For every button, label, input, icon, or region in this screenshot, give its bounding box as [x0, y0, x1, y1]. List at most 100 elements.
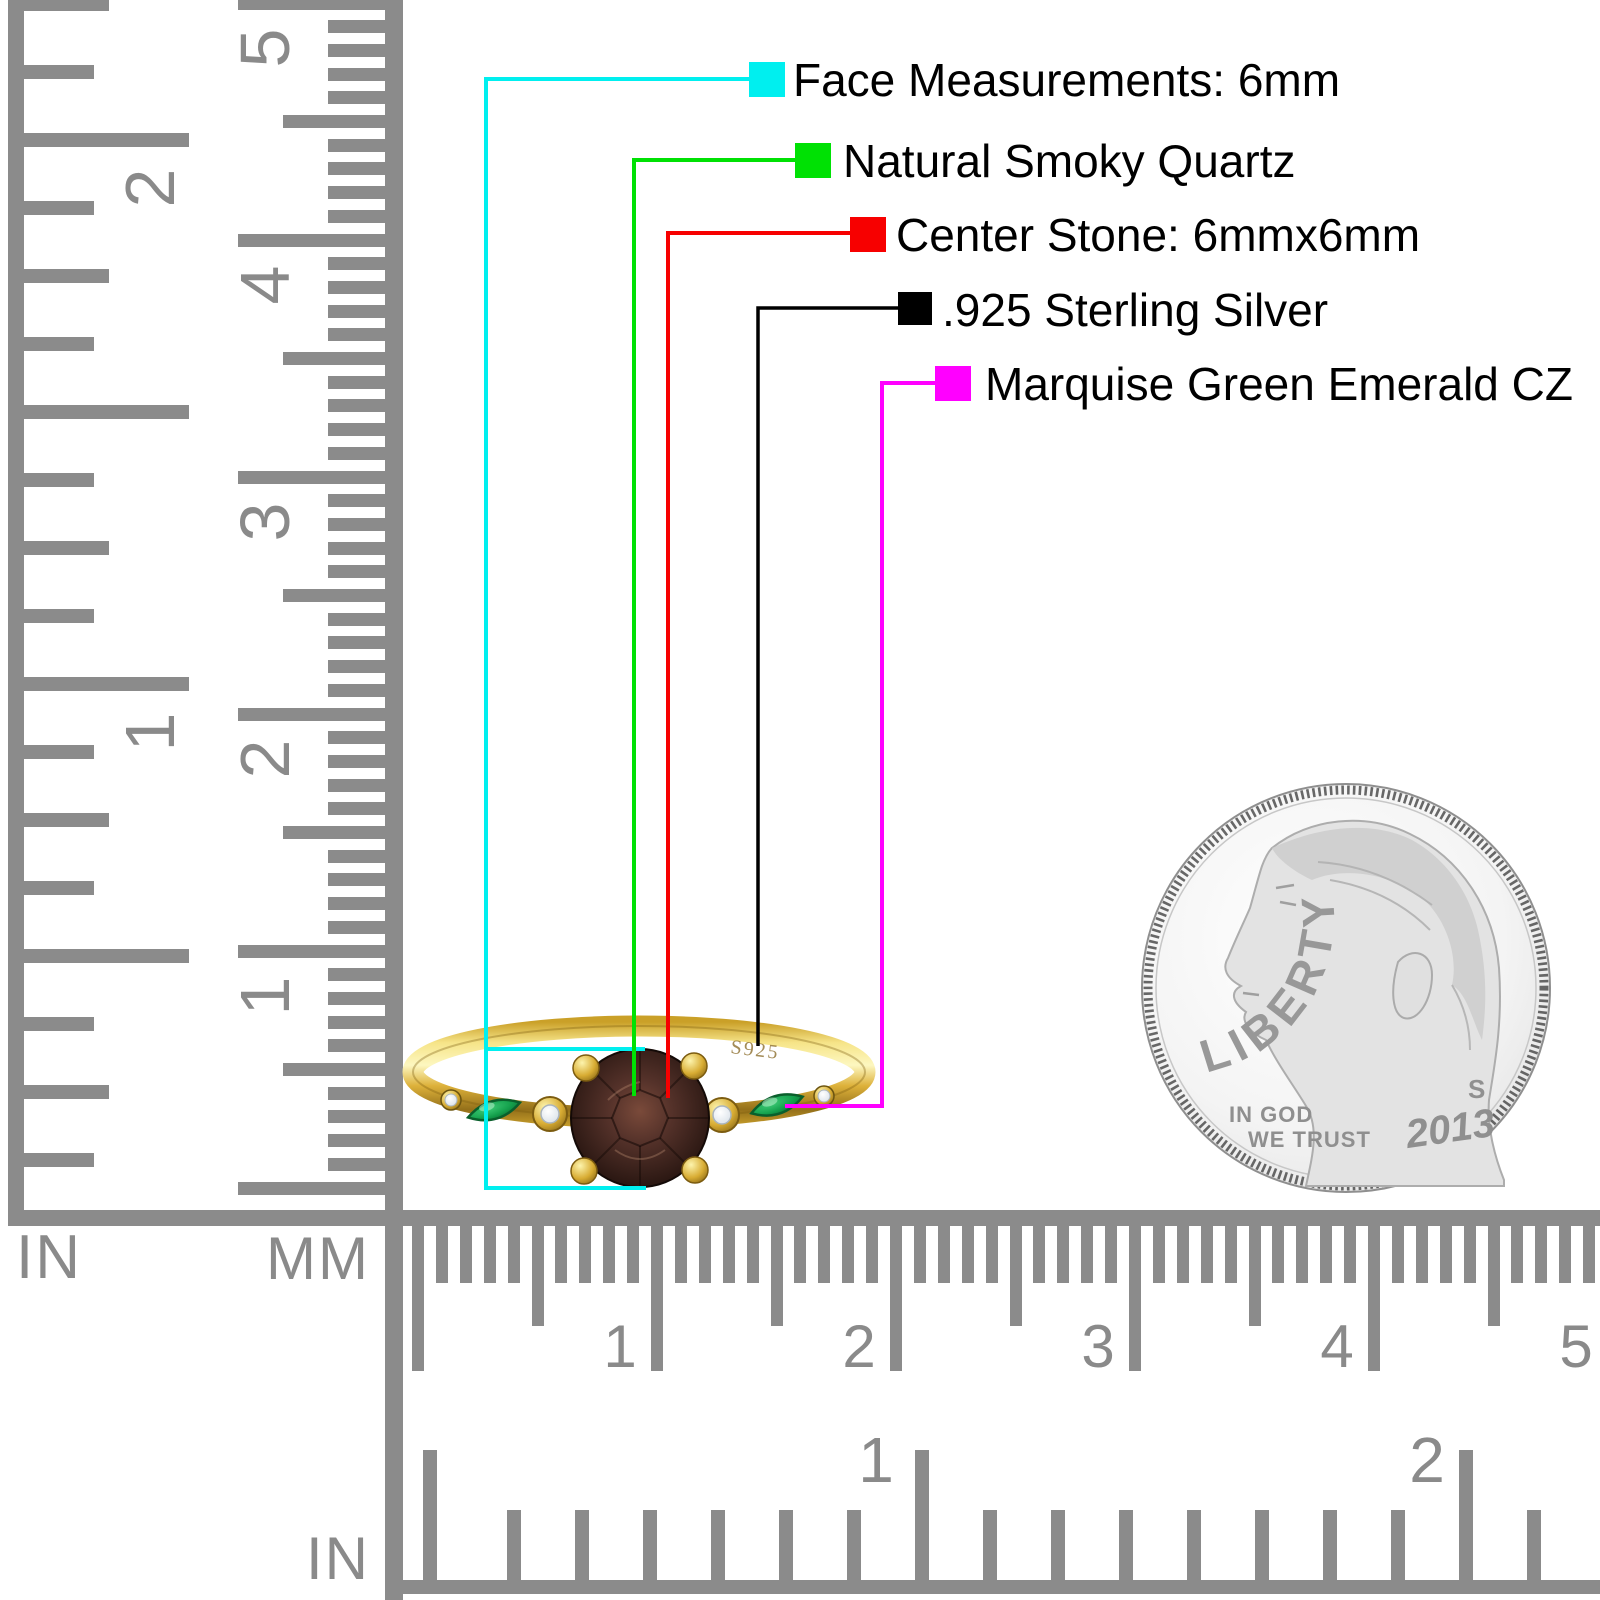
bottom-inch-tick [643, 1510, 657, 1580]
left-inch-ruler-edge [8, 0, 24, 1218]
legend-label-smoky-quartz: Natural Smoky Quartz [843, 135, 1296, 187]
bottom-inch-tick [1527, 1510, 1541, 1580]
bottom-mm-tick [435, 1226, 448, 1283]
bottom-mm-tick [1535, 1226, 1548, 1283]
bottom-mm-tick [770, 1226, 783, 1326]
bottom-mm-tick [1415, 1226, 1428, 1283]
bottom-mm-tick [507, 1226, 520, 1283]
roosevelt-profile [1224, 819, 1505, 1187]
bottom-mm-tick [1391, 1226, 1404, 1283]
coin-reeded-edge [1143, 785, 1549, 1191]
left-mm-tick [328, 754, 385, 768]
left-mm-number: 2 [226, 739, 304, 779]
left-mm-tick [238, 1181, 385, 1195]
left-mm-tick [238, 0, 385, 10]
left-mm-tick [283, 826, 385, 839]
left-inch-number: 1 [111, 712, 189, 752]
left-inch-tick [24, 269, 109, 283]
bottom-inch-tick [711, 1510, 725, 1580]
bottom-mm-tick [722, 1226, 735, 1283]
bottom-mm-tick [1200, 1226, 1213, 1283]
bottom-mm-tick [674, 1226, 687, 1283]
bottom-mm-tick [913, 1226, 926, 1283]
left-mm-tick [328, 565, 385, 579]
left-mm-tick [238, 707, 385, 721]
left-mm-tick [283, 352, 385, 365]
bottom-inch-tick [1391, 1510, 1405, 1580]
prong-top-right [680, 1052, 708, 1080]
bottom-mm-number: 2 [842, 1312, 876, 1380]
bottom-mm-number: 4 [1320, 1312, 1354, 1380]
legend-square-green [795, 143, 831, 178]
bottom-mm-tick [1487, 1226, 1500, 1326]
bottom-mm-tick [651, 1226, 663, 1371]
bottom-mm-tick [1248, 1226, 1261, 1326]
bottom-inch-tick [983, 1510, 997, 1580]
left-mm-number: 5 [226, 28, 304, 68]
left-mm-tick [238, 233, 385, 247]
bottom-mm-tick [531, 1226, 544, 1326]
bottom-inch-tick [1187, 1510, 1201, 1580]
left-mm-tick [238, 470, 385, 484]
horizontal-ruler-top-bar [8, 1210, 1600, 1226]
bottom-inch-tick [1459, 1450, 1473, 1580]
unit-label-inch-vertical: IN [16, 1223, 82, 1292]
left-mm-tick [328, 399, 385, 413]
bottom-inch-tick [1323, 1510, 1337, 1580]
coin-motto-line1: IN GOD [1229, 1102, 1313, 1127]
left-mm-tick [328, 1039, 385, 1053]
left-mm-tick [328, 162, 385, 176]
bottom-mm-tick [1439, 1226, 1452, 1283]
left-mm-tick [328, 328, 385, 342]
left-mm-tick [328, 1157, 385, 1171]
legend-label-sterling-silver: .925 Sterling Silver [942, 284, 1329, 336]
legend-label-face-measurements: Face Measurements: 6mm [793, 54, 1341, 106]
left-inch-tick [24, 677, 189, 691]
bottom-inch-tick [423, 1450, 437, 1580]
left-mm-tick [328, 138, 385, 152]
left-mm-tick [328, 186, 385, 200]
left-inch-tick [24, 1085, 109, 1099]
bottom-mm-tick [412, 1226, 424, 1371]
prong-bottom-left [570, 1157, 598, 1185]
left-inch-tick [24, 1153, 94, 1167]
left-inch-tick [24, 405, 189, 419]
left-mm-tick [328, 209, 385, 223]
bottom-mm-tick [1129, 1226, 1141, 1371]
bottom-mm-tick [1081, 1226, 1094, 1283]
bottom-mm-tick [1152, 1226, 1165, 1283]
bottom-mm-tick [746, 1226, 759, 1283]
left-mm-number: 1 [226, 976, 304, 1016]
left-mm-tick [283, 115, 385, 128]
left-mm-tick [328, 1015, 385, 1029]
left-mm-tick [328, 731, 385, 745]
coin-motto-line2: WE TRUST [1248, 1127, 1371, 1152]
left-mm-tick [328, 517, 385, 531]
dime-coin: LIBERTY IN GOD WE TRUST S 2013 [1141, 783, 1551, 1193]
left-mm-tick [328, 636, 385, 650]
bottom-mm-tick [937, 1226, 950, 1283]
leader-marquise-emerald [785, 381, 937, 1108]
left-mm-tick [328, 897, 385, 911]
left-inch-tick [24, 813, 109, 827]
bottom-mm-tick [794, 1226, 807, 1283]
leader-center-stone [666, 231, 852, 1098]
left-mm-tick [328, 20, 385, 34]
bottom-mm-number: 3 [1081, 1312, 1115, 1380]
left-inch-number: 2 [111, 168, 189, 208]
legend-square-black [898, 292, 932, 325]
left-mm-tick [328, 43, 385, 57]
left-mm-tick [283, 1063, 385, 1076]
bottom-mm-tick [555, 1226, 568, 1283]
bottom-mm-tick [1344, 1226, 1357, 1283]
bottom-mm-tick [1368, 1226, 1380, 1371]
left-inch-tick [24, 609, 94, 623]
bottom-mm-tick [627, 1226, 640, 1283]
bottom-inch-tick [847, 1510, 861, 1580]
left-mm-tick [328, 612, 385, 626]
unit-label-inch-horizontal: IN [306, 1525, 370, 1592]
left-mm-tick [328, 257, 385, 271]
left-mm-tick [328, 1134, 385, 1148]
left-mm-number: 4 [226, 265, 304, 305]
bottom-mm-tick [1559, 1226, 1572, 1283]
